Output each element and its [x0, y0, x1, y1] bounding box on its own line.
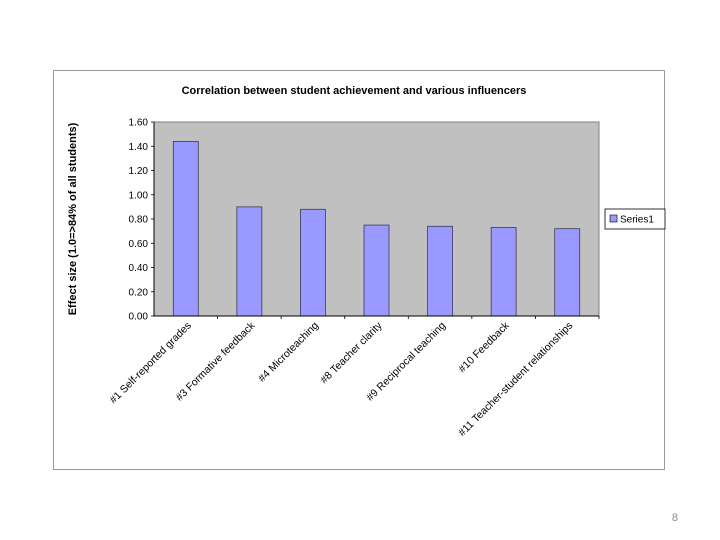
y-tick-label: 0.80 [129, 215, 149, 226]
legend-label: Series1 [620, 215, 654, 226]
legend: Series1 [604, 208, 666, 230]
y-ticks: 0.00 0.20 0.40 0.60 0.80 1.00 1.20 1.40 1.60 [129, 118, 154, 323]
y-axis-label: Effect size (1.0=>84% of all students) [67, 122, 79, 315]
chart-svg: Correlation between student achievement … [67, 85, 666, 439]
y-tick-label: 0.60 [129, 239, 149, 250]
bar-5 [427, 225, 453, 317]
y-tick-label: 1.60 [129, 118, 149, 129]
chart-frame: Correlation between student achievement … [53, 70, 666, 470]
y-tick-label: 0.20 [129, 287, 149, 298]
x-tick-label: #4 Microteaching [256, 320, 321, 385]
x-ticks: #1 Self-reported grades#3 Formative feed… [107, 316, 600, 439]
x-tick-label: #10 Feedback [456, 319, 512, 375]
y-tick-label: 1.00 [129, 190, 149, 201]
bars [153, 122, 599, 317]
y-tick-label: 0.00 [129, 312, 149, 323]
y-tick-label: 0.40 [129, 263, 149, 274]
chart-title: Correlation between student achievement … [182, 85, 527, 97]
bar-1 [172, 141, 199, 317]
bar-2 [236, 206, 263, 317]
x-tick-label: #11 Teacher-student relationships [456, 320, 575, 439]
bar-7 [554, 228, 581, 317]
y-tick-label: 1.20 [129, 166, 149, 177]
legend-box [604, 208, 666, 230]
y-tick-label: 1.40 [129, 142, 149, 153]
legend-swatch [609, 214, 618, 223]
page-number: 8 [671, 512, 678, 524]
bar-6 [490, 227, 517, 317]
x-tick-label: #8 Teacher clarity [318, 319, 385, 386]
bar-4 [363, 224, 390, 317]
bar-3 [300, 208, 326, 317]
